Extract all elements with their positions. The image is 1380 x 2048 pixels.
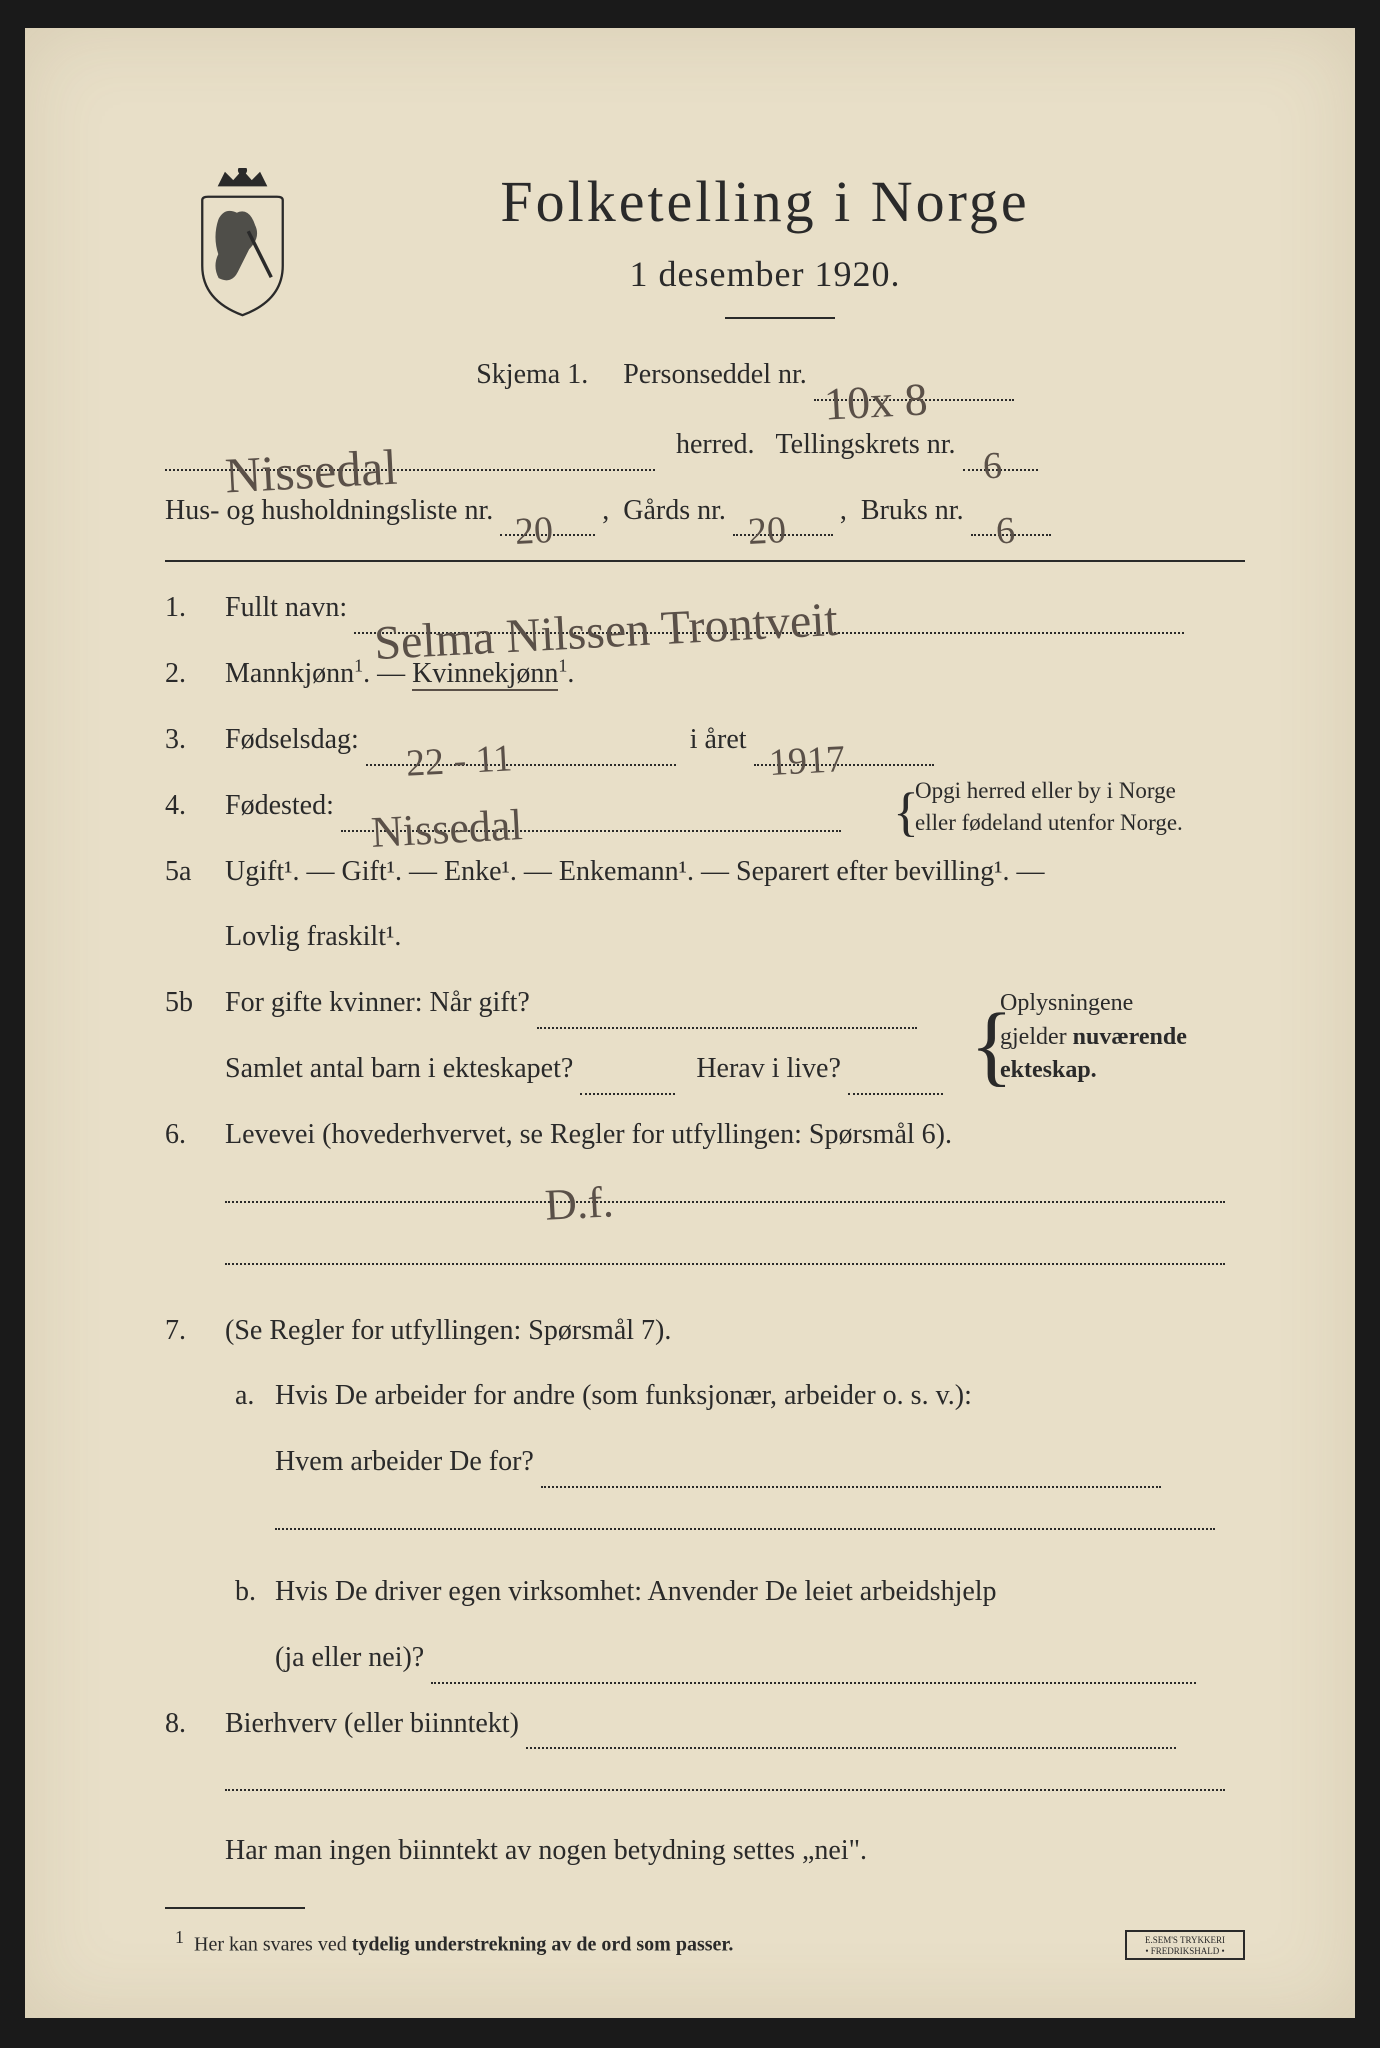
q1-label: Fullt navn: xyxy=(225,592,347,623)
gards-field: 20 xyxy=(733,508,833,536)
q7b-field xyxy=(431,1656,1196,1684)
q7a-field xyxy=(541,1460,1161,1488)
skjema-label: Skjema 1. xyxy=(476,359,588,390)
q8-field xyxy=(526,1721,1176,1749)
q3-year-field: 1917 xyxy=(754,738,934,766)
q4-row: 4. Fødested: Nissedal { Opgi herred elle… xyxy=(165,780,1245,832)
tellingskrets-label: Tellingskrets nr. xyxy=(776,429,956,460)
q5a-options: Ugift¹. — Gift¹. — Enke¹. — Enkemann¹. —… xyxy=(225,846,1245,898)
q7a-row: a. Hvis De arbeider for andre (som funks… xyxy=(165,1370,1245,1422)
q5a-row2: Lovlig fraskilt¹. xyxy=(165,911,1245,963)
q2-row: 2. Mannkjønn1. — Kvinnekjønn1. xyxy=(165,648,1245,700)
q7b-text: Hvis De driver egen virksomhet: Anvender… xyxy=(275,1566,1245,1618)
q8-note-row: Har man ingen biinntekt av nogen betydni… xyxy=(165,1825,1245,1877)
q7-label: (Se Regler for utfyllingen: Spørsmål 7). xyxy=(225,1305,1245,1357)
q7b-q: (ja eller nei)? xyxy=(275,1642,424,1673)
herred-label: herred. xyxy=(676,429,755,460)
q8-note: Har man ingen biinntekt av nogen betydni… xyxy=(225,1825,1245,1877)
q5b-row2: Samlet antal barn i ekteskapet? Herav i … xyxy=(165,1043,1245,1095)
q5b-line1-label: For gifte kvinner: Når gift? xyxy=(225,987,530,1018)
q6-label: Levevei (hovederhvervet, se Regler for u… xyxy=(225,1109,1245,1161)
q5b-field1 xyxy=(537,1001,917,1029)
bruks-field: 6 xyxy=(971,508,1051,536)
printer-mark: E.SEM'S TRYKKERI• FREDRIKSHALD • xyxy=(1125,1930,1245,1960)
q5a-num: 5a xyxy=(165,846,225,898)
q7b-row: b. Hvis De driver egen virksomhet: Anven… xyxy=(165,1566,1245,1618)
personseddel-field: 10x 8 xyxy=(814,373,1014,401)
q7a-text: Hvis De arbeider for andre (som funksjon… xyxy=(275,1370,1245,1422)
q7a-field2 xyxy=(275,1502,1215,1530)
q4-note: { Opgi herred eller by i Norge eller fød… xyxy=(915,775,1245,839)
q7b-label: b. xyxy=(225,1566,275,1618)
q5b-line2-label2: Herav i live? xyxy=(696,1053,841,1084)
q5b-num: 5b xyxy=(165,977,225,1029)
page-title: Folketelling i Norge xyxy=(285,168,1245,235)
q8-field2 xyxy=(225,1763,1225,1791)
q6-row: 6. Levevei (hovederhvervet, se Regler fo… xyxy=(165,1109,1245,1161)
header-divider xyxy=(725,317,835,319)
q6-field: D.f. xyxy=(225,1175,1225,1203)
q2-mann: Mannkjønn xyxy=(225,658,354,689)
q3-row: 3. Fødselsdag: 22 - 11 i året 1917 xyxy=(165,714,1245,766)
q2-num: 2. xyxy=(165,648,225,700)
bruks-label: Bruks nr. xyxy=(861,495,964,526)
personseddel-label: Personseddel nr. xyxy=(623,359,807,390)
tellingskrets-field: 6 xyxy=(963,443,1038,471)
footnote: 1 Her kan svares ved tydelig understrekn… xyxy=(165,1921,1245,1964)
q7a-q: Hvem arbeider De for? xyxy=(275,1446,534,1477)
page-subtitle: 1 desember 1920. xyxy=(285,253,1245,295)
q3-year-label: i året xyxy=(690,724,747,755)
herred-line: Nissedal herred. Tellingskrets nr. 6 xyxy=(165,419,1245,471)
q7a-field2-row xyxy=(165,1502,1245,1550)
q4-label: Fødested: xyxy=(225,790,334,821)
q8-label: Bierhverv (eller biinntekt) xyxy=(225,1708,519,1739)
q5b-field3 xyxy=(848,1067,943,1095)
hus-label: Hus- og husholdningsliste nr. xyxy=(165,495,493,526)
q7-row: 7. (Se Regler for utfyllingen: Spørsmål … xyxy=(165,1305,1245,1357)
q1-field: Selma Nilssen Trontveit xyxy=(354,606,1184,634)
q8-num: 8. xyxy=(165,1698,225,1750)
hus-line: Hus- og husholdningsliste nr. 20 , Gårds… xyxy=(165,485,1245,537)
form-header: Folketelling i Norge 1 desember 1920. xyxy=(165,168,1245,319)
gards-label: Gårds nr. xyxy=(623,495,726,526)
q6-value: D.f. xyxy=(543,1161,616,1246)
q8-field2-row xyxy=(165,1763,1245,1811)
q5b-line2-label: Samlet antal barn i ekteskapet? xyxy=(225,1053,573,1084)
q5b-field2 xyxy=(580,1067,675,1095)
q3-num: 3. xyxy=(165,714,225,766)
hus-field: 20 xyxy=(500,508,595,536)
q7a-q-row: Hvem arbeider De for? xyxy=(165,1436,1245,1488)
q1-row: 1. Fullt navn: Selma Nilssen Trontveit xyxy=(165,582,1245,634)
herred-field: Nissedal xyxy=(165,443,655,471)
q7-num: 7. xyxy=(165,1305,225,1357)
q6-num: 6. xyxy=(165,1109,225,1161)
form-body: Skjema 1. Personseddel nr. 10x 8 Nisseda… xyxy=(165,349,1245,1964)
bruks-value: 6 xyxy=(994,496,1017,567)
q7a-label: a. xyxy=(225,1370,275,1422)
q5a-line2: Lovlig fraskilt¹. xyxy=(225,911,1245,963)
brace-icon: { xyxy=(893,799,919,826)
q6-field2 xyxy=(225,1237,1225,1265)
q5b-row: 5b For gifte kvinner: Når gift? { Oplysn… xyxy=(165,977,1245,1029)
q1-num: 1. xyxy=(165,582,225,634)
q3-label: Fødselsdag: xyxy=(225,724,359,755)
census-form-page: Folketelling i Norge 1 desember 1920. Sk… xyxy=(25,28,1355,2018)
q5a-row: 5a Ugift¹. — Gift¹. — Enke¹. — Enkemann¹… xyxy=(165,846,1245,898)
footnote-divider xyxy=(165,1907,305,1909)
q7b-q-row: (ja eller nei)? xyxy=(165,1632,1245,1684)
section-divider-1 xyxy=(165,560,1245,562)
gards-value: 20 xyxy=(746,495,788,567)
skjema-line: Skjema 1. Personseddel nr. 10x 8 xyxy=(245,349,1245,401)
q6-field-row2 xyxy=(165,1237,1245,1285)
q4-field: Nissedal xyxy=(341,804,841,832)
q6-field-row: D.f. xyxy=(165,1175,1245,1223)
q4-num: 4. xyxy=(165,780,225,832)
q8-row: 8. Bierhverv (eller biinntekt) xyxy=(165,1698,1245,1750)
q3-field: 22 - 11 xyxy=(366,738,676,766)
hus-value: 20 xyxy=(513,495,555,567)
q2-kvinne: Kvinnekjønn xyxy=(412,658,558,691)
coat-of-arms-icon xyxy=(185,168,300,308)
